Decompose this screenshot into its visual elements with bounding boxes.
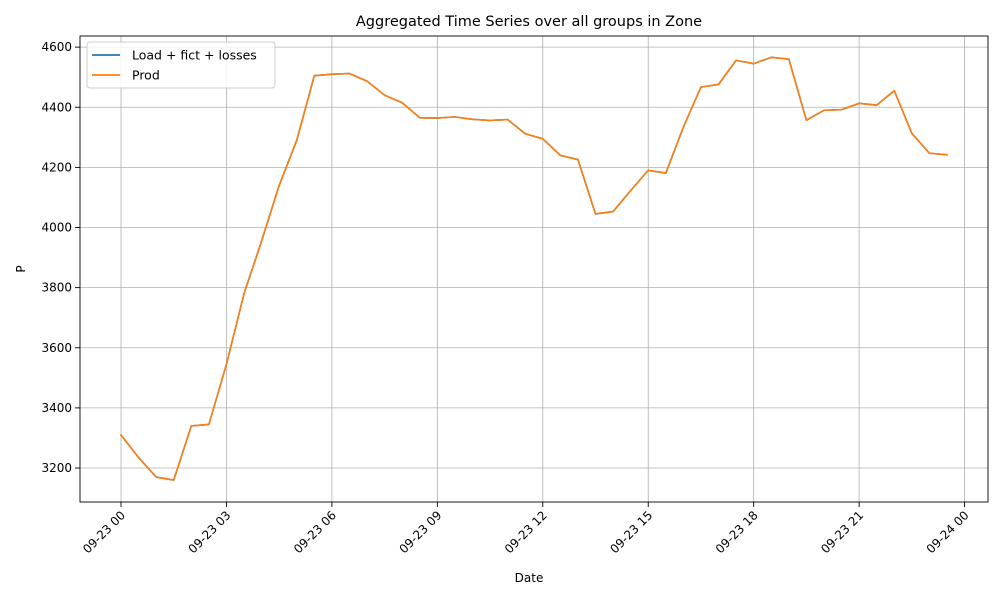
series-line-1 — [119, 56, 948, 481]
legend-label-0: Load + fict + losses — [132, 48, 257, 63]
y-tick-label: 4600 — [41, 40, 72, 54]
series-lines — [119, 56, 948, 481]
legend: Load + fict + losses Prod — [86, 41, 276, 89]
y-tick-label: 4200 — [41, 160, 72, 174]
y-tick-label: 4400 — [41, 100, 72, 114]
y-axis-label: P — [14, 265, 28, 272]
y-tick-label: 3400 — [41, 401, 72, 415]
legend-label-1: Prod — [132, 68, 160, 83]
y-axis-ticks: 3200 3400 3600 3800 4000 4200 4400 4600 — [41, 40, 80, 475]
legend-box — [86, 41, 276, 89]
y-tick-label: 3800 — [41, 281, 72, 295]
chart-title: Aggregated Time Series over all groups i… — [356, 14, 702, 30]
x-axis-label: Date — [515, 571, 544, 585]
y-tick-label: 3200 — [41, 461, 72, 475]
y-tick-label: 3600 — [41, 341, 72, 355]
plot-frame — [79, 35, 989, 503]
y-tick-label: 4000 — [41, 221, 72, 235]
